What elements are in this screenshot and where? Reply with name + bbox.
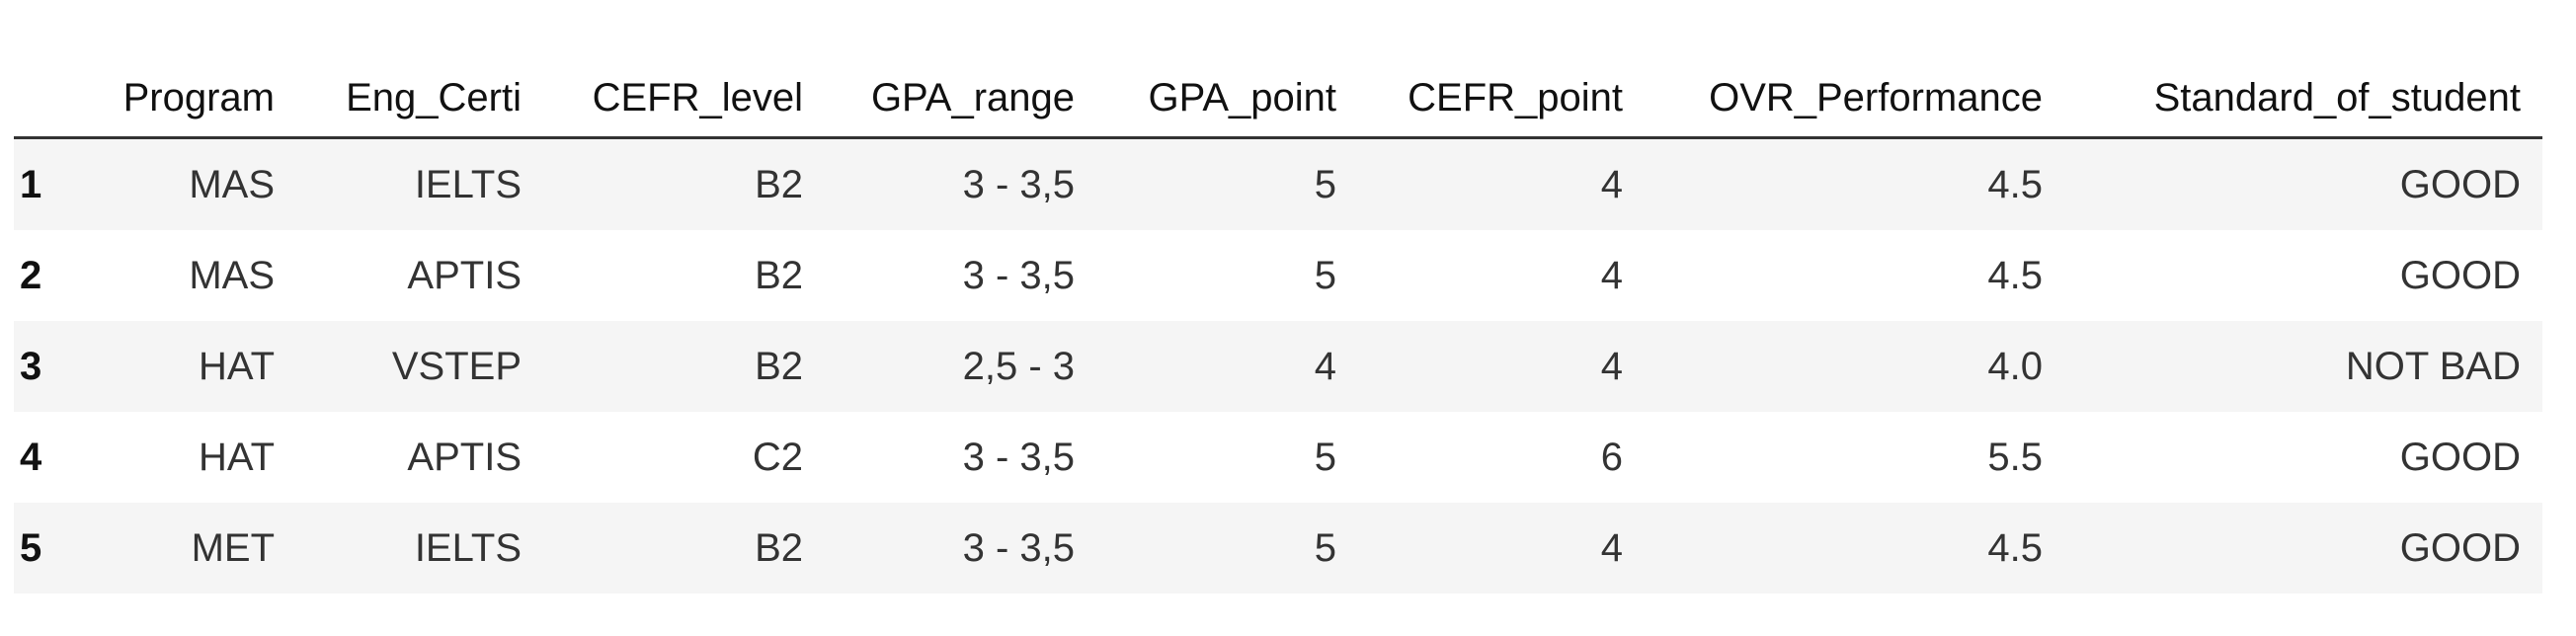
cell-eng-certi: VSTEP — [296, 321, 543, 412]
cell-program: HAT — [87, 321, 296, 412]
cell-program: HAT — [87, 412, 296, 503]
cell-ovr-performance: 4.5 — [1645, 230, 2064, 321]
cell-eng-certi: IELTS — [296, 137, 543, 230]
table-row: 4 HAT APTIS C2 3 - 3,5 5 6 5.5 GOOD — [14, 412, 2542, 503]
cell-program: MAS — [87, 137, 296, 230]
cell-cefr-level: C2 — [543, 412, 825, 503]
cell-cefr-level: B2 — [543, 503, 825, 594]
cell-gpa-point: 5 — [1096, 503, 1358, 594]
table-row: 3 HAT VSTEP B2 2,5 - 3 4 4 4.0 NOT BAD — [14, 321, 2542, 412]
cell-standard-of-student: NOT BAD — [2064, 321, 2542, 412]
header-gpa-point: GPA_point — [1096, 59, 1358, 139]
cell-ovr-performance: 5.5 — [1645, 412, 2064, 503]
cell-gpa-point: 5 — [1096, 230, 1358, 321]
cell-ovr-performance: 4.0 — [1645, 321, 2064, 412]
cell-gpa-range: 3 - 3,5 — [825, 137, 1096, 230]
cell-program: MET — [87, 503, 296, 594]
header-ovr-performance: OVR_Performance — [1645, 59, 2064, 139]
cell-standard-of-student: GOOD — [2064, 137, 2542, 230]
cell-eng-certi: APTIS — [296, 230, 543, 321]
cell-cefr-point: 6 — [1358, 412, 1645, 503]
header-gpa-range: GPA_range — [825, 59, 1096, 139]
cell-gpa-range: 3 - 3,5 — [825, 230, 1096, 321]
cell-cefr-point: 4 — [1358, 230, 1645, 321]
dataframe-container: Program Eng_Certi CEFR_level GPA_range G… — [14, 59, 2542, 594]
table-row: 2 MAS APTIS B2 3 - 3,5 5 4 4.5 GOOD — [14, 230, 2542, 321]
cell-gpa-point: 5 — [1096, 137, 1358, 230]
cell-standard-of-student: GOOD — [2064, 412, 2542, 503]
cell-gpa-point: 5 — [1096, 412, 1358, 503]
table-header-row: Program Eng_Certi CEFR_level GPA_range G… — [14, 59, 2542, 139]
cell-ovr-performance: 4.5 — [1645, 137, 2064, 230]
cell-program: MAS — [87, 230, 296, 321]
cell-gpa-point: 4 — [1096, 321, 1358, 412]
header-eng-certi: Eng_Certi — [296, 59, 543, 139]
cell-cefr-point: 4 — [1358, 321, 1645, 412]
header-cefr-point: CEFR_point — [1358, 59, 1645, 139]
dataframe-table: Program Eng_Certi CEFR_level GPA_range G… — [14, 59, 2542, 594]
cell-gpa-range: 2,5 - 3 — [825, 321, 1096, 412]
cell-gpa-range: 3 - 3,5 — [825, 503, 1096, 594]
header-index — [14, 59, 87, 139]
cell-standard-of-student: GOOD — [2064, 503, 2542, 594]
row-index: 4 — [14, 412, 87, 503]
row-index: 3 — [14, 321, 87, 412]
cell-cefr-level: B2 — [543, 137, 825, 230]
cell-cefr-level: B2 — [543, 321, 825, 412]
cell-eng-certi: APTIS — [296, 412, 543, 503]
table-row: 1 MAS IELTS B2 3 - 3,5 5 4 4.5 GOOD — [14, 137, 2542, 230]
header-program: Program — [87, 59, 296, 139]
cell-cefr-level: B2 — [543, 230, 825, 321]
row-index: 5 — [14, 503, 87, 594]
cell-cefr-point: 4 — [1358, 137, 1645, 230]
cell-eng-certi: IELTS — [296, 503, 543, 594]
header-standard-of-student: Standard_of_student — [2064, 59, 2542, 139]
row-index: 2 — [14, 230, 87, 321]
row-index: 1 — [14, 137, 87, 230]
cell-standard-of-student: GOOD — [2064, 230, 2542, 321]
cell-gpa-range: 3 - 3,5 — [825, 412, 1096, 503]
cell-ovr-performance: 4.5 — [1645, 503, 2064, 594]
cell-cefr-point: 4 — [1358, 503, 1645, 594]
header-cefr-level: CEFR_level — [543, 59, 825, 139]
table-row: 5 MET IELTS B2 3 - 3,5 5 4 4.5 GOOD — [14, 503, 2542, 594]
